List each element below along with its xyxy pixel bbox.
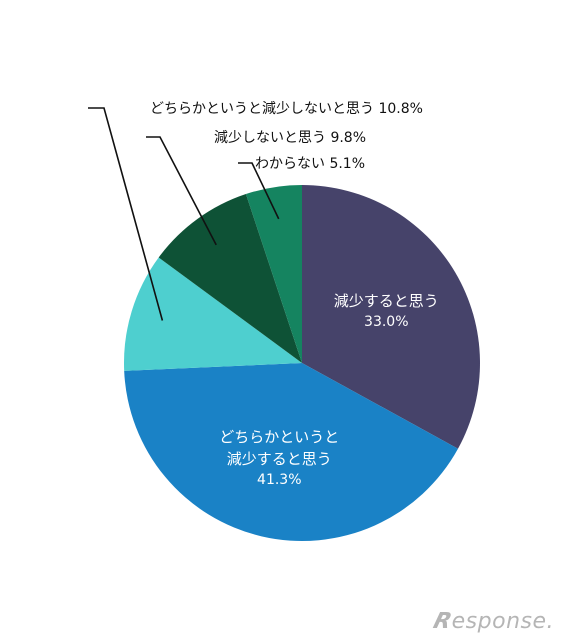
slice-label-2-line-1: どちらかというと	[219, 428, 339, 446]
pie-slice-2	[124, 363, 458, 541]
pie-slices	[123, 185, 480, 541]
callout-label-3: どちらかというと減少しないと思う 10.8%	[150, 100, 423, 117]
callout-label-4: 減少しないと思う 9.8%	[214, 129, 366, 146]
pie-slice-1	[302, 185, 480, 449]
callout-label-5: わからない 5.1%	[255, 156, 365, 172]
slice-label-2-line-2: 減少すると思う	[227, 450, 332, 468]
pie-slice-3	[123, 257, 302, 371]
response-logo-watermark: Response.	[431, 609, 554, 634]
callout-lines	[88, 107, 280, 321]
slice-value-1: 33.0%	[364, 314, 408, 330]
callout-line-4	[146, 136, 217, 246]
pie-slice-4	[158, 194, 302, 363]
watermark-text: esponse.	[451, 609, 554, 634]
slice-label-1-line-1: 減少すると思う	[334, 292, 439, 310]
slice-labels: 減少すると思う33.0%どちらかというと減少すると思う41.3%どちらかというと…	[150, 100, 439, 488]
slice-value-2: 41.3%	[257, 472, 301, 488]
callout-line-5	[238, 162, 280, 220]
pie-slice-5	[245, 185, 302, 363]
callout-line-3	[88, 107, 164, 321]
